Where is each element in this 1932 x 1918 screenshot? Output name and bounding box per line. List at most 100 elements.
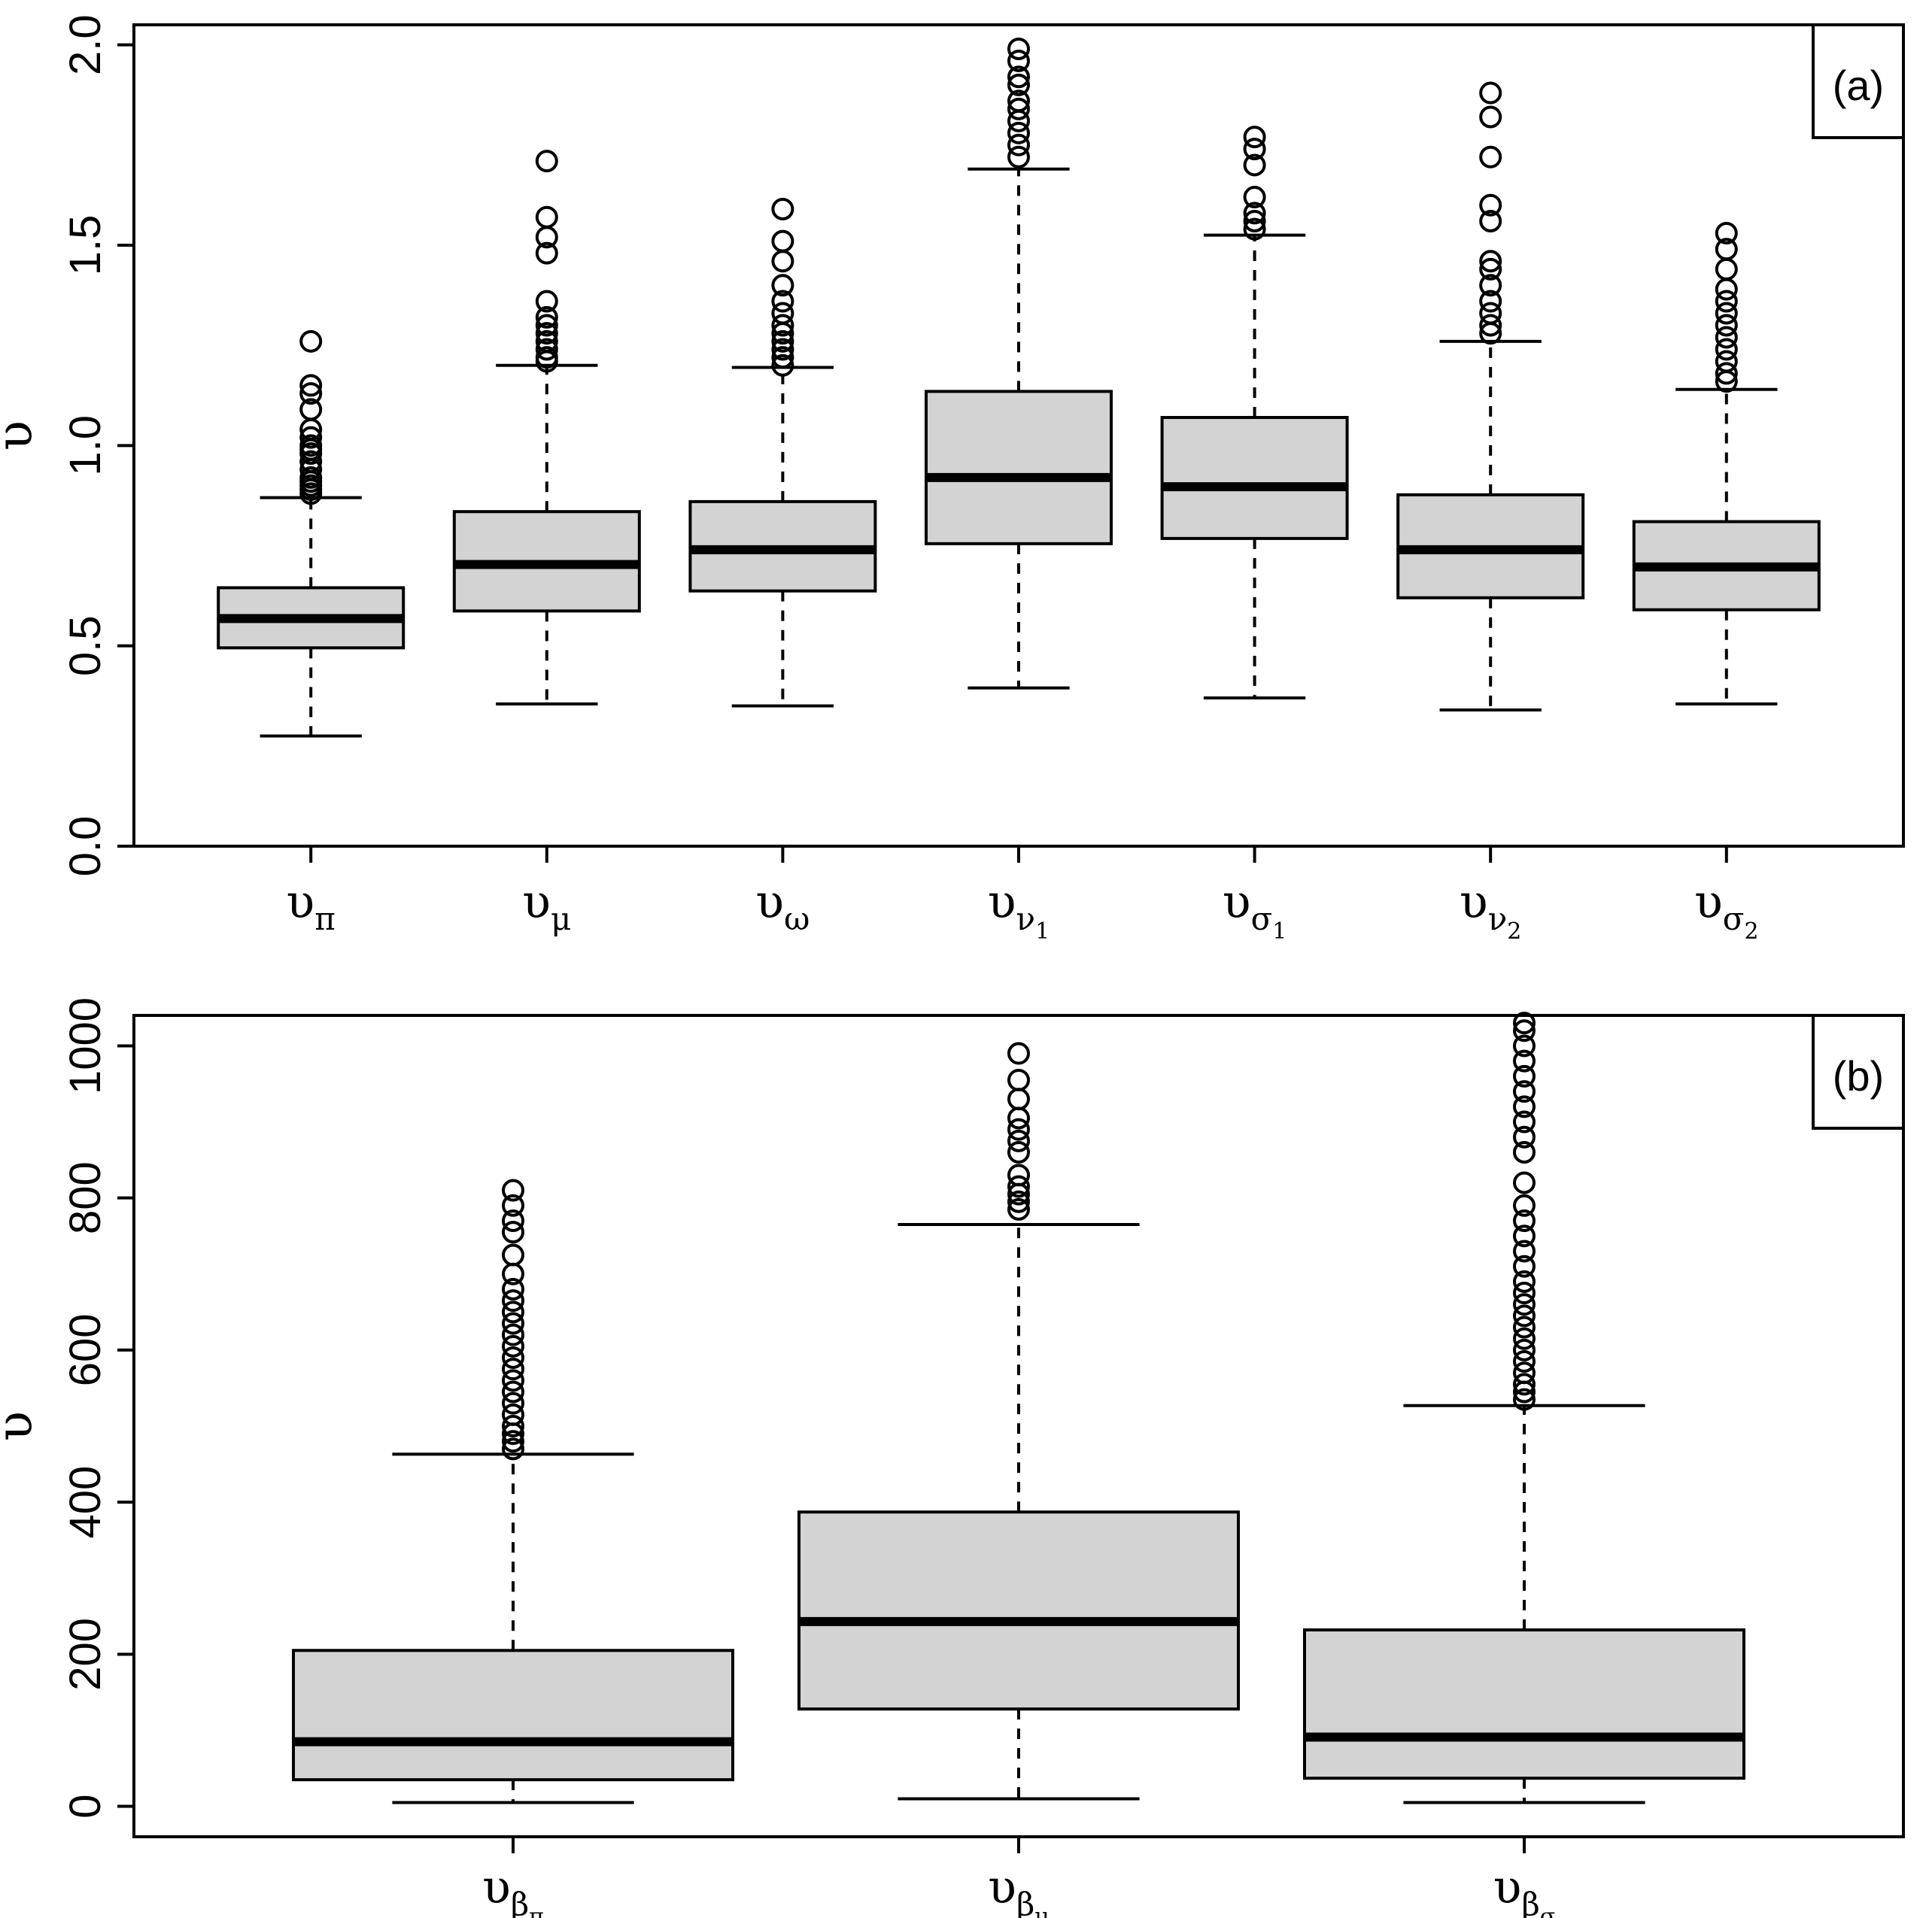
outlier-point xyxy=(1513,1338,1536,1361)
outlier-point xyxy=(1479,250,1502,273)
outlier-point xyxy=(1479,314,1502,337)
x-tick-label: υν2 xyxy=(1460,874,1521,945)
outlier-point xyxy=(535,205,558,229)
outlier-point xyxy=(299,426,323,449)
iqr-box xyxy=(797,1510,1240,1711)
outlier-point xyxy=(1715,290,1738,313)
outlier-point xyxy=(535,290,558,313)
outlier-point xyxy=(1243,217,1266,241)
outlier-point xyxy=(502,1243,524,1267)
outlier-point xyxy=(771,314,794,337)
outlier-point xyxy=(1243,138,1266,161)
outlier-point xyxy=(535,241,558,265)
outlier-point xyxy=(1513,1049,1536,1073)
x-tick-label: υσ2 xyxy=(1694,874,1758,945)
outlier-point xyxy=(502,1209,524,1232)
box-group xyxy=(797,1042,1240,1801)
outlier-point xyxy=(1007,73,1030,96)
outlier-point xyxy=(299,329,323,353)
outlier-point xyxy=(771,274,794,297)
outlier-point xyxy=(771,354,794,377)
x-tick-label-sub: ν xyxy=(1016,900,1036,937)
outlier-point xyxy=(502,1358,524,1381)
outlier-point xyxy=(771,346,794,369)
x-tick-label: υν1 xyxy=(988,874,1050,945)
outlier-point xyxy=(1715,278,1738,301)
outlier-point xyxy=(1243,210,1266,233)
outlier-point xyxy=(1479,257,1502,281)
outlier-point xyxy=(1007,1106,1030,1130)
x-tick-label: υβμ xyxy=(988,1859,1049,1918)
outlier-point xyxy=(299,374,323,397)
outlier-point xyxy=(1513,1373,1536,1396)
x-tick-label: υβπ xyxy=(482,1859,544,1918)
outlier-point xyxy=(502,1403,524,1426)
box-group xyxy=(452,150,641,706)
iqr-box xyxy=(925,390,1113,545)
outlier-point xyxy=(502,1369,524,1392)
outlier-point xyxy=(535,150,558,173)
box-group xyxy=(1160,126,1349,700)
outlier-point xyxy=(502,1430,524,1453)
outlier-point xyxy=(1513,1240,1536,1263)
x-tick-label-sub: ω xyxy=(784,900,810,937)
outlier-point xyxy=(1007,121,1030,144)
x-tick-label-base: υ xyxy=(988,1859,1016,1914)
outlier-point xyxy=(771,338,794,361)
outlier-point xyxy=(1513,1064,1536,1088)
outlier-point xyxy=(1007,1175,1030,1198)
x-tick-label: υβσ xyxy=(1493,1859,1555,1918)
outlier-point xyxy=(535,314,558,337)
outlier-point xyxy=(299,466,323,489)
outlier-point xyxy=(1007,1042,1030,1065)
outlier-point xyxy=(771,250,794,273)
y-tick-label: 600 xyxy=(61,1313,110,1386)
outlier-point xyxy=(502,1278,524,1300)
outlier-point xyxy=(502,1437,524,1461)
x-tick-label-base: υ xyxy=(988,874,1016,929)
y-tick-label: 400 xyxy=(61,1466,110,1539)
outlier-point xyxy=(502,1415,524,1437)
outlier-point xyxy=(1007,1118,1030,1141)
outlier-point xyxy=(299,398,323,421)
y-tick-label: 2.0 xyxy=(61,14,110,75)
outlier-point xyxy=(771,329,794,353)
outlier-point xyxy=(502,1334,524,1358)
y-axis-label: υ xyxy=(0,1411,44,1441)
outlier-point xyxy=(535,338,558,361)
panel-label-box xyxy=(1812,1015,1903,1130)
panel-label: (b) xyxy=(1833,1052,1884,1100)
x-tick-label-base: υ xyxy=(1493,1859,1522,1914)
x-tick-label-base: υ xyxy=(755,874,784,929)
y-tick-label: 1000 xyxy=(61,997,110,1094)
outlier-point xyxy=(1513,1080,1536,1103)
outlier-point xyxy=(1715,238,1738,261)
outlier-point xyxy=(1007,145,1030,168)
y-tick-label: 0.0 xyxy=(61,816,110,877)
panel-label: (a) xyxy=(1833,62,1884,109)
outlier-point xyxy=(1513,1225,1536,1248)
outlier-point xyxy=(1513,1034,1536,1058)
box-group xyxy=(925,37,1113,690)
outlier-point xyxy=(1007,1088,1030,1111)
outlier-point xyxy=(1479,145,1502,168)
x-tick-label-sub: ν xyxy=(1488,900,1508,937)
box-group xyxy=(688,198,877,708)
outlier-point xyxy=(502,1380,524,1404)
outlier-point xyxy=(1715,257,1738,281)
outlier-point xyxy=(535,346,558,369)
outlier-point xyxy=(1715,314,1738,337)
outlier-point xyxy=(1513,1019,1536,1042)
x-tick-label-sub: π xyxy=(314,900,336,937)
outlier-point xyxy=(1007,90,1030,113)
box-group xyxy=(1632,221,1821,706)
outlier-point xyxy=(1007,1197,1030,1221)
y-axis-label: υ xyxy=(0,420,44,451)
outlier-point xyxy=(1243,126,1266,149)
outlier-point xyxy=(771,290,794,313)
outlier-point xyxy=(1007,1164,1030,1187)
outlier-point xyxy=(502,1221,524,1244)
outlier-point xyxy=(1513,1293,1536,1316)
outlier-point xyxy=(1513,1095,1536,1118)
